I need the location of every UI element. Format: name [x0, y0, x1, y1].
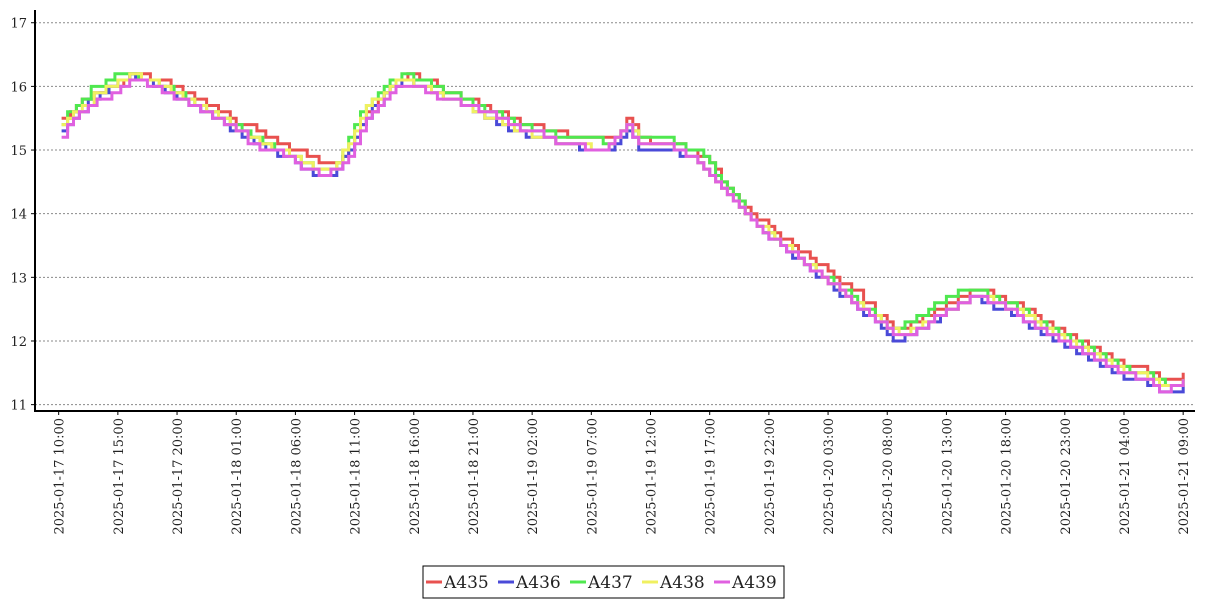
x-tick-label: 2025-01-17 20:00 — [171, 418, 186, 535]
x-tick-label: 2025-01-20 03:00 — [822, 418, 837, 535]
x-tick-label: 2025-01-20 08:00 — [881, 418, 896, 535]
legend-label: A437 — [587, 573, 633, 593]
x-axis-ticks: 2025-01-17 10:00 2025-01-17 15:00 2025-01-… — [53, 411, 1192, 535]
y-axis-ticks: 11 12 13 14 15 16 17 — [10, 17, 35, 414]
grid-lines — [35, 22, 1195, 406]
x-tick-label: 2025-01-17 10:00 — [53, 418, 68, 535]
x-tick-label: 2025-01-20 18:00 — [1000, 418, 1015, 535]
x-tick-label: 2025-01-18 16:00 — [408, 418, 423, 535]
y-tick-label: 15 — [10, 144, 27, 159]
x-tick-label: 2025-01-18 11:00 — [349, 418, 364, 535]
series-lines — [61, 72, 1185, 394]
x-tick-label: 2025-01-18 01:00 — [230, 418, 245, 535]
series-line-a439 — [61, 78, 1185, 394]
y-tick-label: 11 — [10, 399, 27, 414]
x-tick-label: 2025-01-20 13:00 — [940, 418, 955, 535]
legend-label: A439 — [731, 573, 777, 593]
legend-label: A436 — [515, 573, 561, 593]
y-tick-label: 16 — [10, 80, 27, 95]
x-tick-label: 2025-01-21 09:00 — [1177, 418, 1192, 535]
x-tick-label: 2025-01-18 21:00 — [467, 418, 482, 535]
x-tick-label: 2025-01-19 22:00 — [763, 418, 778, 535]
x-tick-label: 2025-01-20 23:00 — [1059, 418, 1074, 535]
x-tick-label: 2025-01-21 04:00 — [1118, 418, 1133, 535]
x-tick-label: 2025-01-19 17:00 — [704, 418, 719, 535]
x-tick-label: 2025-01-18 06:00 — [289, 418, 304, 535]
series-line-a438 — [61, 72, 1185, 387]
x-tick-label: 2025-01-19 02:00 — [526, 418, 541, 535]
y-tick-label: 13 — [10, 271, 27, 286]
x-tick-label: 2025-01-19 12:00 — [645, 418, 660, 535]
y-tick-label: 12 — [10, 335, 27, 350]
legend-label: A438 — [659, 573, 705, 593]
y-tick-label: 17 — [10, 17, 27, 32]
y-tick-label: 14 — [10, 208, 27, 223]
legend-label: A435 — [443, 573, 489, 593]
legend: A435 A436 A437 A438 A439 — [422, 565, 785, 599]
axes — [34, 10, 1195, 412]
x-tick-label: 2025-01-17 15:00 — [112, 418, 127, 535]
x-tick-label: 2025-01-19 07:00 — [585, 418, 600, 535]
